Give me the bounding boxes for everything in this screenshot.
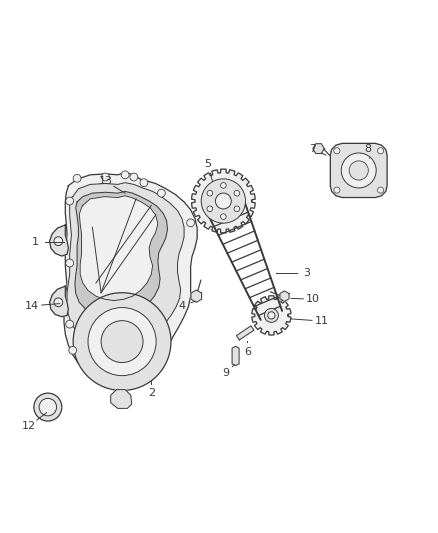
Circle shape bbox=[201, 179, 246, 223]
Polygon shape bbox=[280, 291, 289, 302]
Polygon shape bbox=[67, 183, 184, 349]
Text: 1: 1 bbox=[32, 238, 39, 247]
Circle shape bbox=[140, 179, 148, 187]
Circle shape bbox=[234, 190, 240, 196]
Polygon shape bbox=[191, 169, 255, 233]
Polygon shape bbox=[313, 144, 324, 154]
Circle shape bbox=[341, 153, 376, 188]
Circle shape bbox=[378, 187, 384, 193]
Polygon shape bbox=[191, 290, 201, 302]
Polygon shape bbox=[64, 173, 197, 379]
Polygon shape bbox=[237, 326, 254, 340]
Circle shape bbox=[34, 393, 62, 421]
Polygon shape bbox=[252, 296, 291, 335]
Circle shape bbox=[220, 183, 226, 188]
Circle shape bbox=[73, 293, 171, 391]
Circle shape bbox=[334, 187, 340, 193]
Text: 4: 4 bbox=[178, 301, 185, 311]
Circle shape bbox=[102, 173, 110, 181]
Circle shape bbox=[66, 259, 74, 267]
Polygon shape bbox=[330, 143, 387, 198]
Text: 10: 10 bbox=[306, 294, 320, 304]
Circle shape bbox=[215, 193, 231, 209]
Polygon shape bbox=[79, 196, 158, 301]
Text: 14: 14 bbox=[25, 301, 39, 311]
Circle shape bbox=[101, 321, 143, 362]
Text: 11: 11 bbox=[314, 316, 328, 326]
Circle shape bbox=[73, 174, 81, 182]
Polygon shape bbox=[232, 346, 239, 366]
Text: 2: 2 bbox=[148, 388, 155, 398]
Circle shape bbox=[66, 320, 74, 328]
Text: 7: 7 bbox=[309, 143, 316, 154]
Text: 6: 6 bbox=[244, 346, 251, 357]
Text: 5: 5 bbox=[205, 159, 212, 169]
Circle shape bbox=[54, 298, 63, 306]
Circle shape bbox=[69, 346, 77, 354]
Circle shape bbox=[130, 173, 138, 181]
Circle shape bbox=[39, 398, 57, 416]
Polygon shape bbox=[49, 225, 68, 256]
Text: 13: 13 bbox=[99, 176, 113, 187]
Polygon shape bbox=[49, 286, 68, 317]
Circle shape bbox=[207, 190, 213, 196]
Polygon shape bbox=[75, 191, 167, 319]
Text: 12: 12 bbox=[22, 421, 36, 431]
Circle shape bbox=[88, 308, 156, 376]
Circle shape bbox=[54, 237, 63, 246]
Circle shape bbox=[121, 171, 129, 179]
Text: 9: 9 bbox=[222, 368, 229, 378]
Circle shape bbox=[234, 206, 240, 212]
Polygon shape bbox=[111, 390, 132, 408]
Circle shape bbox=[207, 206, 213, 212]
Circle shape bbox=[349, 161, 368, 180]
Circle shape bbox=[268, 312, 275, 319]
Circle shape bbox=[66, 197, 74, 205]
Circle shape bbox=[157, 189, 165, 197]
Text: 3: 3 bbox=[303, 268, 310, 278]
Circle shape bbox=[220, 214, 226, 220]
Text: 8: 8 bbox=[364, 143, 371, 154]
Circle shape bbox=[334, 148, 340, 154]
Circle shape bbox=[187, 219, 194, 227]
Circle shape bbox=[378, 148, 384, 154]
Circle shape bbox=[265, 309, 279, 322]
